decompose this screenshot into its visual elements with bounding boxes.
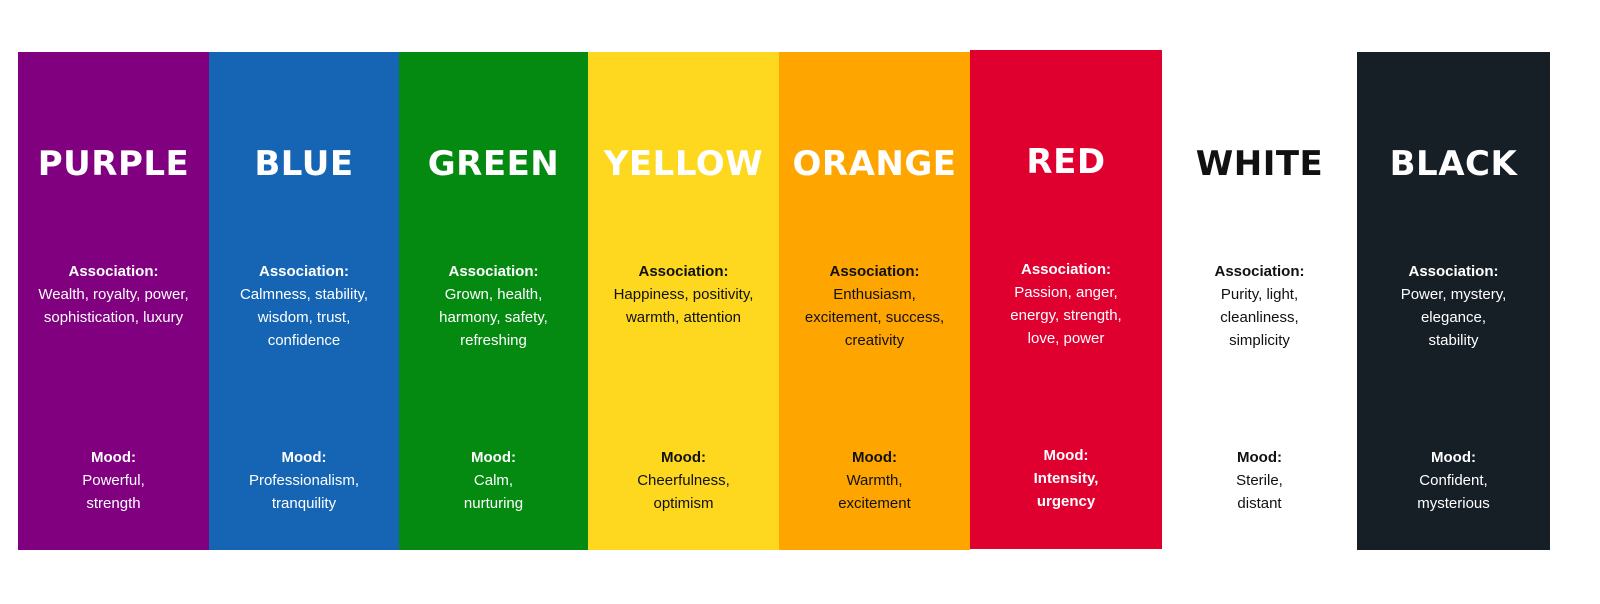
association-text: Power, mystery, elegance, stability	[1400, 286, 1507, 349]
association-text: Grown, health, harmony, safety, refreshing	[439, 286, 548, 349]
color-column-black: BLACK Association: Power, mystery, elegan…	[1357, 52, 1550, 550]
mood-block: Mood: Powerful, strength	[18, 446, 209, 515]
association-label: Association:	[1408, 263, 1499, 280]
color-column-white: WHITE Association: Purity, light, cleanli…	[1162, 52, 1357, 550]
association-block: Association: Happiness, positivity, warmt…	[588, 260, 779, 329]
mood-block: Mood: Calm, nurturing	[399, 446, 588, 515]
association-text: Calmness, stability, wisdom, trust, confid…	[239, 286, 369, 349]
association-block: Association: Purity, light, cleanliness, s…	[1162, 260, 1357, 352]
mood-text: Confident, mysterious	[1417, 472, 1490, 512]
association-block: Association: Passion, anger, energy, stre…	[970, 258, 1162, 350]
association-block: Association: Grown, health, harmony, safe…	[399, 260, 588, 352]
association-block: Association: Calmness, stability, wisdom,…	[209, 260, 399, 352]
color-title: YELLOW	[603, 144, 764, 184]
mood-block: Mood: Sterile, distant	[1162, 446, 1357, 515]
association-label: Association:	[1020, 261, 1111, 278]
association-text: Passion, anger, energy, strength, love, po…	[1010, 284, 1122, 347]
mood-label: Mood:	[1237, 449, 1282, 466]
color-column-yellow: YELLOW Association: Happiness, positivit…	[588, 52, 779, 550]
mood-text: Powerful, strength	[82, 472, 145, 512]
association-block: Association: Enthusiasm, excitement, succ…	[779, 260, 970, 352]
association-label: Association:	[1214, 263, 1305, 280]
association-block: Association: Power, mystery, elegance, sta…	[1357, 260, 1550, 352]
association-text: Purity, light, cleanliness, simplicity	[1220, 286, 1299, 349]
color-title: BLUE	[254, 144, 354, 184]
color-title: GREEN	[427, 144, 560, 184]
color-title: BLACK	[1389, 144, 1518, 184]
mood-block: Mood: Intensity, urgency	[970, 444, 1162, 513]
association-label: Association:	[258, 263, 349, 280]
association-label: Association:	[68, 263, 159, 280]
mood-text: Warmth, excitement	[838, 472, 911, 512]
color-title: RED	[1026, 142, 1106, 182]
color-title: WHITE	[1195, 144, 1324, 184]
mood-text: Calm, nurturing	[463, 472, 524, 512]
mood-label: Mood:	[1431, 449, 1476, 466]
association-label: Association:	[638, 263, 729, 280]
color-column-blue: BLUE Association: Calmness, stability, wi…	[209, 52, 399, 550]
mood-text: Sterile, distant	[1236, 472, 1283, 512]
association-text: Enthusiasm, excitement, success, creativit…	[804, 286, 945, 349]
mood-label: Mood:	[471, 449, 516, 466]
color-column-orange: ORANGE Association: Enthusiasm, excitemen…	[779, 52, 970, 550]
association-label: Association:	[829, 263, 920, 280]
mood-block: Mood: Warmth, excitement	[779, 446, 970, 515]
mood-block: Mood: Professionalism, tranquility	[209, 446, 399, 515]
mood-label: Mood:	[852, 449, 897, 466]
color-title: ORANGE	[792, 144, 957, 184]
color-column-red: RED Association: Passion, anger, energy, …	[970, 50, 1162, 549]
color-column-purple: PURPLE Association: Wealth, royalty, pow…	[18, 52, 209, 550]
mood-label: Mood:	[281, 449, 327, 466]
association-text: Wealth, royalty, power, sophistication, l…	[38, 286, 189, 326]
mood-text: Professionalism, tranquility	[248, 472, 360, 512]
association-block: Association: Wealth, royalty, power, soph…	[18, 260, 209, 329]
mood-text: Intensity, urgency	[1033, 470, 1099, 510]
mood-block: Mood: Confident, mysterious	[1357, 446, 1550, 515]
association-label: Association:	[448, 263, 539, 280]
association-text: Happiness, positivity, warmth, attention	[613, 286, 754, 326]
color-column-green: GREEN Association: Grown, health, harmony…	[399, 52, 588, 550]
mood-text: Cheerfulness, optimism	[637, 472, 730, 512]
mood-label: Mood:	[91, 449, 136, 466]
color-title: PURPLE	[37, 144, 190, 184]
mood-block: Mood: Cheerfulness, optimism	[588, 446, 779, 515]
mood-label: Mood:	[661, 449, 706, 466]
mood-label: Mood:	[1043, 447, 1089, 464]
